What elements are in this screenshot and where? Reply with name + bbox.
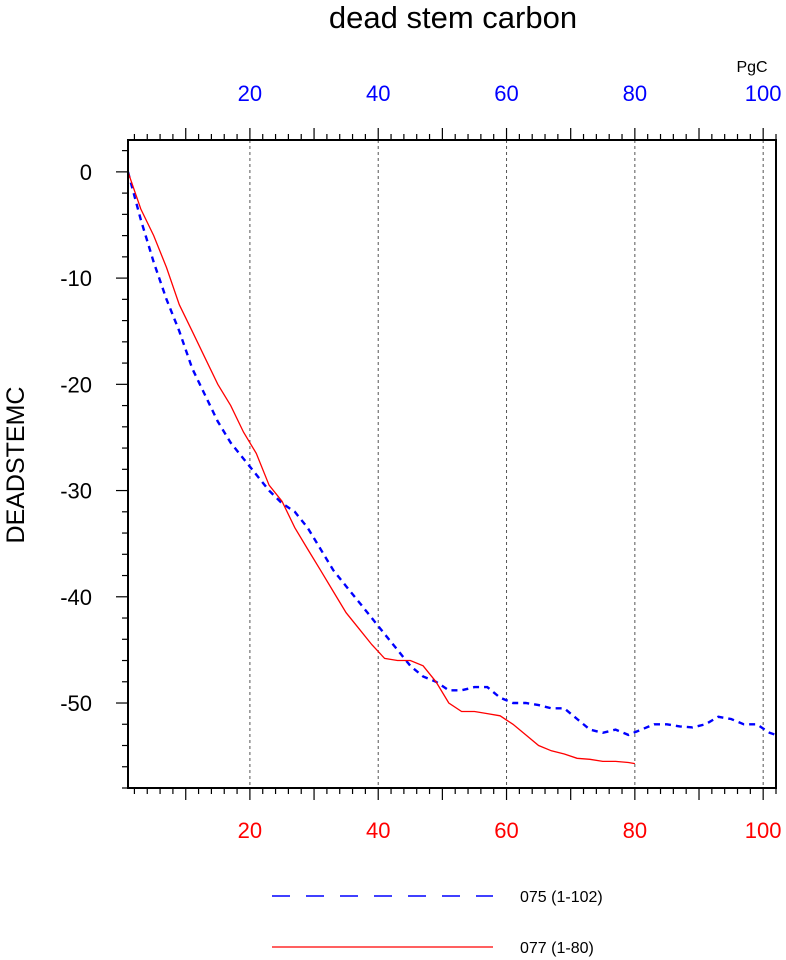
plot-frame: [127, 139, 777, 789]
series-lines: [126, 171, 777, 765]
x-tick-label-bottom: 80: [623, 818, 647, 843]
x-tick-label-top: 20: [238, 81, 262, 106]
series-line-077: [127, 171, 636, 765]
legend-label-077: 077 (1-80): [520, 940, 594, 957]
chart-title: dead stem carbon: [329, 0, 577, 35]
units-label: PgC: [736, 59, 767, 76]
series-line-075: [126, 171, 777, 737]
y-axis-label: DEADSTEMC: [2, 387, 30, 544]
y-tick-label: -40: [60, 585, 92, 610]
legend-label-075: 075 (1-102): [520, 889, 603, 906]
y-tick-label: -10: [60, 266, 92, 291]
y-tick-label: -30: [60, 479, 92, 504]
x-tick-label-bottom: 60: [494, 818, 518, 843]
y-tick-label: 0: [80, 160, 92, 185]
x-tick-label-bottom: 40: [366, 818, 390, 843]
x-tick-label-top: 40: [366, 81, 390, 106]
legend: 075 (1-102) 077 (1-80): [272, 889, 603, 957]
y-tick-label: -50: [60, 691, 92, 716]
x-tick-label-top: 60: [494, 81, 518, 106]
x-tick-label-top: 100: [745, 81, 782, 106]
grid-lines: [249, 140, 764, 788]
x-tick-label-bottom: 20: [238, 818, 262, 843]
x-tick-label-bottom: 100: [745, 818, 782, 843]
y-tick-label: -20: [60, 372, 92, 397]
tick-labels: 20 40 60 80 100 20 40 60 80 100 0 -10 -20 -30 -40 -50: [60, 81, 781, 843]
x-tick-label-top: 80: [623, 81, 647, 106]
